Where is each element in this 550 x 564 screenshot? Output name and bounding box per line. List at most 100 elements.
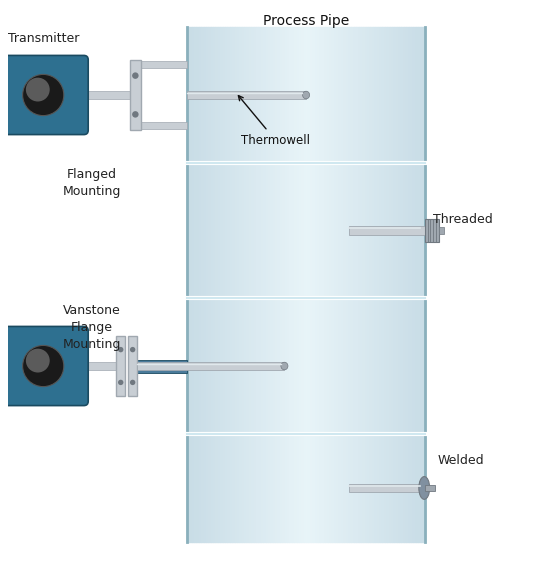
Bar [246, 27, 249, 542]
Bar [275, 27, 277, 542]
Bar [389, 27, 392, 542]
Bar [325, 27, 328, 542]
Bar [84, 362, 117, 370]
Text: Thermowell: Thermowell [238, 96, 310, 147]
Circle shape [118, 347, 123, 352]
Bar [404, 27, 406, 542]
Bar [216, 27, 218, 542]
Bar [318, 27, 321, 542]
Bar [261, 27, 263, 542]
Bar [316, 27, 318, 542]
Circle shape [118, 380, 123, 385]
Text: Threaded: Threaded [433, 213, 493, 226]
Bar [191, 27, 194, 542]
Bar [287, 27, 289, 542]
Bar [416, 27, 418, 542]
Bar [301, 27, 304, 542]
Bar [349, 226, 425, 235]
Bar [251, 27, 254, 542]
Circle shape [23, 345, 64, 386]
Bar [211, 27, 213, 542]
Bar [418, 27, 421, 542]
Bar [330, 27, 332, 542]
Bar [187, 91, 306, 99]
Text: Welded: Welded [437, 455, 484, 468]
Bar [294, 27, 296, 542]
Ellipse shape [302, 91, 310, 99]
Bar [342, 27, 344, 542]
Bar [223, 27, 225, 542]
Bar [364, 27, 366, 542]
FancyBboxPatch shape [0, 55, 88, 135]
Bar [234, 27, 237, 542]
Bar [311, 27, 313, 542]
Circle shape [132, 72, 139, 79]
Bar [117, 336, 125, 396]
Bar [270, 27, 273, 542]
Bar [137, 362, 284, 370]
Bar [256, 27, 258, 542]
Bar [137, 359, 187, 372]
Bar [402, 27, 404, 542]
Bar [335, 27, 337, 542]
Bar [394, 27, 397, 542]
Bar [421, 27, 423, 542]
Bar [285, 27, 287, 542]
Text: Transmitter: Transmitter [8, 32, 79, 45]
Bar [282, 27, 285, 542]
Bar [254, 27, 256, 542]
Bar [280, 27, 282, 542]
Bar [361, 27, 364, 542]
Bar [321, 27, 323, 542]
Bar [309, 27, 311, 542]
Bar [84, 91, 130, 99]
Bar [356, 27, 359, 542]
Bar [349, 27, 351, 542]
Bar [141, 122, 187, 129]
Bar [128, 336, 137, 396]
Bar [380, 27, 382, 542]
Bar [344, 27, 346, 542]
Circle shape [26, 78, 50, 102]
Text: Vanstone
Flange
Mounting: Vanstone Flange Mounting [63, 303, 121, 351]
Bar [266, 27, 268, 542]
Bar [292, 27, 294, 542]
Bar [206, 27, 208, 542]
Bar [141, 61, 187, 68]
Bar [32, 127, 54, 134]
Bar [375, 27, 378, 542]
Bar [368, 27, 371, 542]
Bar [258, 27, 261, 542]
Bar [359, 27, 361, 542]
Bar [299, 27, 301, 542]
Bar [371, 27, 373, 542]
Bar [220, 27, 223, 542]
Bar [411, 27, 414, 542]
Circle shape [130, 380, 135, 385]
Bar [130, 60, 141, 130]
Bar [187, 27, 189, 542]
Bar [332, 27, 335, 542]
Bar [189, 27, 191, 542]
Bar [239, 27, 241, 542]
Bar [323, 27, 325, 542]
Bar [423, 27, 425, 542]
Bar [227, 27, 230, 542]
Bar [439, 227, 444, 233]
Bar [268, 27, 270, 542]
Bar [241, 27, 244, 542]
Bar [306, 27, 309, 542]
Bar [392, 27, 394, 542]
Bar [385, 27, 387, 542]
Bar [213, 27, 216, 542]
Bar [304, 27, 306, 542]
Text: Process Pipe: Process Pipe [263, 14, 349, 28]
Circle shape [132, 111, 139, 118]
Text: Flanged
Mounting: Flanged Mounting [63, 168, 121, 198]
Bar [32, 56, 54, 63]
Circle shape [23, 74, 64, 116]
Bar [337, 27, 339, 542]
Bar [366, 27, 368, 542]
Bar [277, 27, 280, 542]
Bar [349, 484, 425, 492]
